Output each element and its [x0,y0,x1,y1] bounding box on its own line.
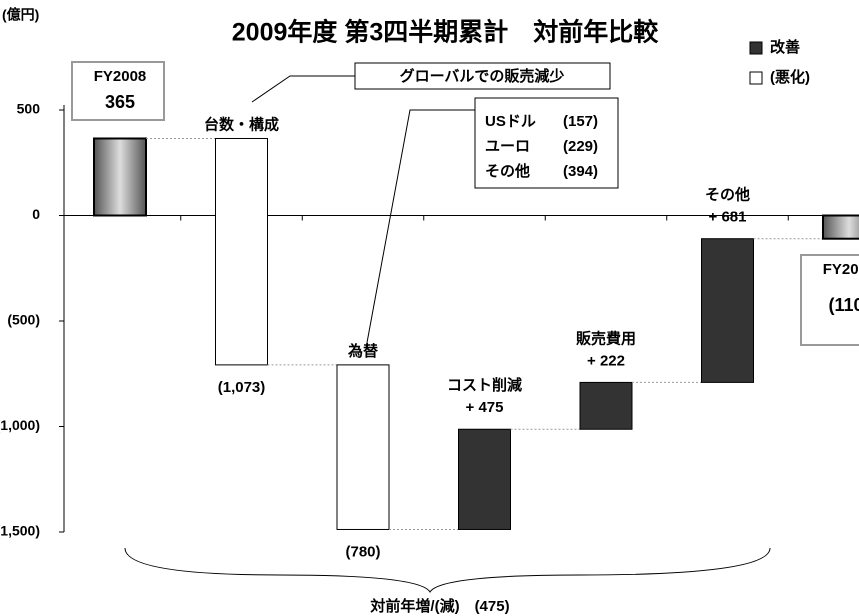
total-box [71,61,165,121]
x-category-label: 台数・構成 [204,115,279,133]
value-label: (110) [828,295,859,315]
y-tick-label: (1,000) [0,417,40,433]
y-axis-label: (億円) [2,7,39,23]
y-tick-label: (1,500) [0,523,40,539]
callout-text: グローバルでの販売減少 [400,67,565,85]
chart-title: 2009年度 第3四半期累計 対前年比較 [232,18,659,47]
bar [579,381,633,430]
value-label: (1,073) [218,379,266,396]
x-category-label: FY2009 [823,261,859,278]
bar [822,214,859,240]
leader-line [251,75,355,103]
value-label: + 475 [466,399,504,416]
currency-value: (229) [563,138,598,155]
callout-box [354,62,611,90]
currency-value: (157) [563,113,598,130]
legend-swatch [749,71,763,85]
callout-box [474,97,619,189]
x-category-label: コスト削減 [447,376,522,394]
bar [336,364,390,530]
value-label: (780) [345,543,380,560]
leader-line [365,109,475,349]
y-tick-label: (500) [7,312,40,328]
y-tick-label: 500 [17,101,41,117]
bar [93,137,147,217]
value-label: 365 [105,92,135,112]
value-label: + 222 [587,352,625,369]
total-box [800,254,859,346]
x-category-label: 販売費用 [576,329,636,347]
currency-name: USドル [485,113,536,130]
x-category-label: FY2008 [94,68,147,85]
x-category-label: 為替 [347,342,379,360]
bar [458,428,511,530]
bar [701,238,754,383]
currency-name: ユーロ [485,138,530,155]
total-change: 対前年増/(減) (475) [369,597,509,615]
legend-label: (悪化) [770,68,810,86]
bar [215,137,268,366]
currency-name: その他 [485,162,530,180]
x-category-label: その他 [705,186,750,204]
legend-swatch [749,41,763,55]
legend-label: 改善 [770,38,800,56]
value-label: + 681 [709,209,747,226]
currency-callout: USドル (157) ユーロ (229) その他 (394) [365,97,619,349]
volume-callout: グローバルでの販売減少 [251,62,611,103]
currency-value: (394) [563,163,598,180]
y-tick-label: 0 [32,206,40,222]
brace [124,547,771,593]
